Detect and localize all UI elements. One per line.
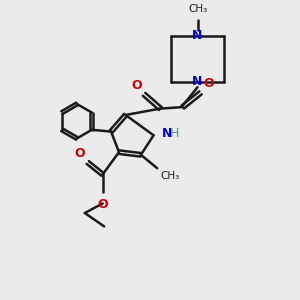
Text: H: H (170, 127, 180, 140)
Text: O: O (131, 79, 142, 92)
Text: O: O (75, 147, 86, 160)
Text: N: N (162, 127, 172, 140)
Text: CH₃: CH₃ (188, 4, 207, 14)
Text: N: N (192, 29, 203, 42)
Text: N: N (192, 75, 203, 88)
Text: O: O (97, 198, 108, 211)
Text: CH₃: CH₃ (161, 171, 180, 181)
Text: O: O (203, 77, 214, 91)
